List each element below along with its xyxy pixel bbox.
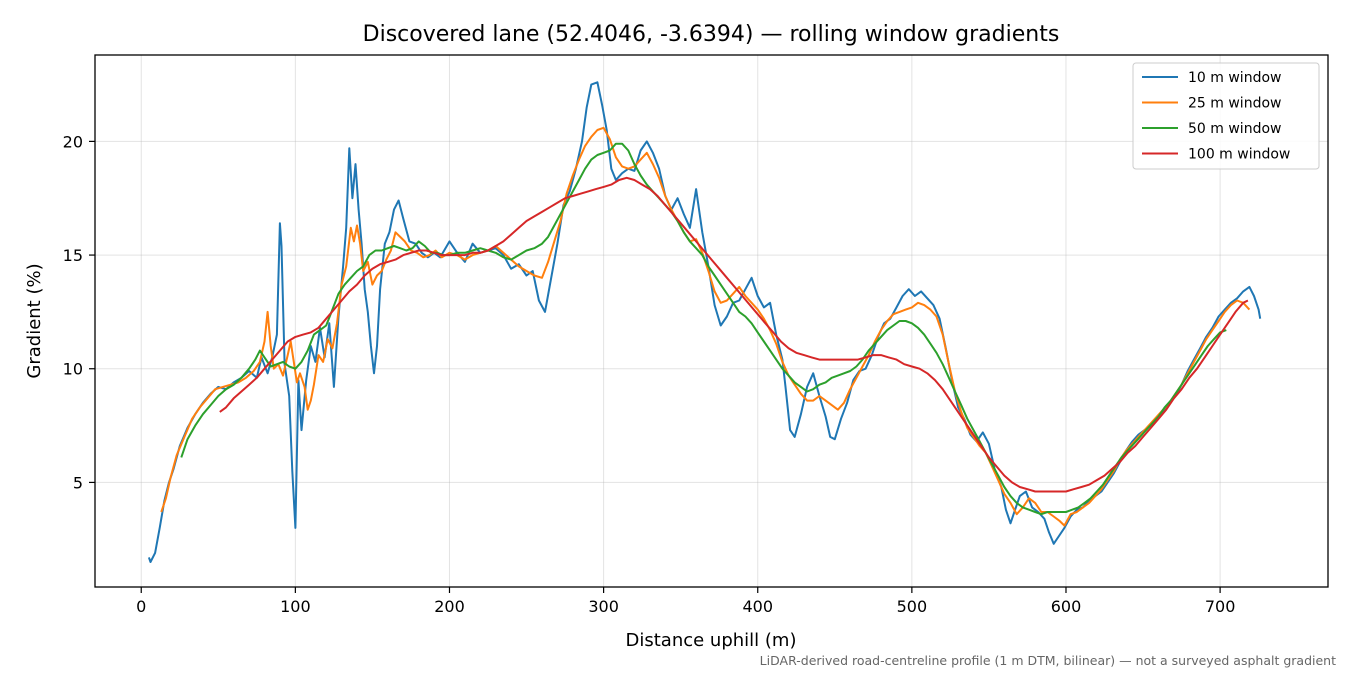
grid bbox=[95, 55, 1328, 587]
x-tick-label: 0 bbox=[136, 597, 146, 616]
x-tick-label: 200 bbox=[434, 597, 465, 616]
plot-frame bbox=[94, 54, 1329, 588]
x-tick-label: 700 bbox=[1205, 597, 1236, 616]
y-tick-label: 5 bbox=[73, 473, 83, 492]
y-tick-label: 20 bbox=[63, 132, 83, 151]
legend-box bbox=[1132, 62, 1320, 170]
y-axis-label: Gradient (%) bbox=[24, 263, 45, 378]
x-tick-label: 400 bbox=[742, 597, 773, 616]
series-line-10-m-window bbox=[147, 81, 1262, 563]
legend-label: 100 m window bbox=[1188, 147, 1290, 163]
series-line-100-m-window bbox=[219, 176, 1249, 493]
y-tick-label: 15 bbox=[63, 246, 83, 265]
series-line-50-m-window bbox=[180, 142, 1227, 516]
legend-label: 50 m window bbox=[1188, 121, 1281, 137]
y-tick-label: 10 bbox=[63, 360, 83, 379]
axis-ticks: 0 100 200 300 400 500 600 700 5 10 15 20 bbox=[63, 132, 1236, 616]
legend: 10 m window 25 m window 50 m window 100 m w… bbox=[1132, 62, 1320, 170]
x-tick-label: 500 bbox=[897, 597, 928, 616]
x-axis-label: Distance uphill (m) bbox=[626, 630, 797, 651]
chart-title: Discovered lane (52.4046, -3.6394) — rol… bbox=[363, 22, 1060, 47]
plot-lines bbox=[147, 81, 1262, 563]
chart-footnote: LiDAR-derived road-centreline profile (1… bbox=[760, 653, 1336, 668]
legend-label: 25 m window bbox=[1188, 96, 1281, 112]
x-tick-label: 300 bbox=[588, 597, 619, 616]
x-tick-label: 100 bbox=[280, 597, 311, 616]
legend-label: 10 m window bbox=[1188, 70, 1281, 86]
x-tick-label: 600 bbox=[1051, 597, 1082, 616]
